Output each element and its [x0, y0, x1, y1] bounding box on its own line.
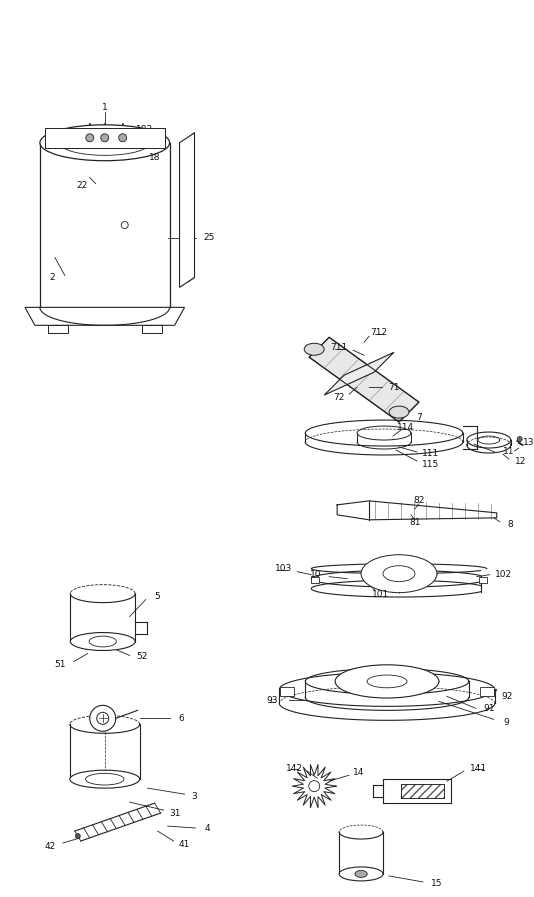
- Text: 9: 9: [504, 718, 509, 727]
- Text: 82: 82: [413, 496, 425, 505]
- Text: 8: 8: [508, 520, 514, 529]
- Circle shape: [309, 780, 320, 792]
- Text: 182: 182: [136, 126, 153, 135]
- Circle shape: [75, 833, 80, 839]
- Polygon shape: [337, 501, 497, 520]
- Text: 18: 18: [149, 153, 160, 162]
- Text: 115: 115: [422, 460, 439, 469]
- Text: 12: 12: [515, 457, 527, 466]
- Text: 141: 141: [470, 763, 488, 772]
- Text: 103: 103: [274, 564, 292, 573]
- Polygon shape: [309, 337, 419, 422]
- Circle shape: [90, 705, 116, 731]
- Text: 92: 92: [501, 692, 513, 701]
- Circle shape: [101, 134, 109, 142]
- Text: 13: 13: [523, 438, 534, 447]
- Ellipse shape: [89, 636, 116, 647]
- Text: 2: 2: [49, 273, 54, 282]
- Text: 3: 3: [192, 792, 198, 801]
- Text: 41: 41: [179, 840, 190, 849]
- Ellipse shape: [40, 125, 170, 161]
- Circle shape: [121, 222, 128, 229]
- Text: 712: 712: [371, 327, 388, 336]
- Text: 71: 71: [388, 383, 400, 392]
- Circle shape: [86, 134, 94, 142]
- Ellipse shape: [361, 554, 437, 593]
- Ellipse shape: [304, 344, 324, 355]
- Polygon shape: [401, 784, 444, 798]
- Text: 5: 5: [155, 592, 161, 601]
- Polygon shape: [25, 308, 185, 326]
- Polygon shape: [383, 779, 451, 803]
- Polygon shape: [324, 353, 394, 396]
- Text: 181: 181: [136, 137, 153, 146]
- Bar: [45, 127, 164, 148]
- Ellipse shape: [389, 406, 409, 418]
- Text: 142: 142: [286, 763, 303, 772]
- Text: 6: 6: [179, 714, 184, 723]
- Text: 93: 93: [266, 696, 278, 705]
- Ellipse shape: [85, 773, 124, 785]
- Bar: [142, 326, 162, 334]
- Text: 91: 91: [483, 704, 494, 713]
- Text: 51: 51: [54, 660, 66, 669]
- Bar: [48, 326, 68, 334]
- Text: 72: 72: [333, 393, 345, 402]
- Bar: [280, 687, 294, 696]
- Text: 15: 15: [431, 879, 443, 888]
- Text: 4: 4: [205, 823, 210, 832]
- Bar: [480, 687, 494, 696]
- Circle shape: [119, 134, 127, 142]
- Text: 25: 25: [204, 233, 215, 242]
- Ellipse shape: [70, 632, 135, 650]
- Ellipse shape: [355, 870, 367, 877]
- Ellipse shape: [339, 867, 383, 881]
- Text: 42: 42: [44, 841, 56, 850]
- Text: 111: 111: [422, 449, 439, 458]
- Text: 7: 7: [416, 413, 422, 422]
- Ellipse shape: [70, 771, 140, 788]
- Text: 81: 81: [409, 518, 421, 527]
- Text: 22: 22: [76, 181, 88, 190]
- Bar: [479, 577, 487, 583]
- Text: 52: 52: [136, 652, 147, 661]
- Text: 10: 10: [310, 570, 321, 579]
- Text: 1: 1: [102, 103, 108, 112]
- Polygon shape: [179, 133, 194, 287]
- Text: 101: 101: [372, 590, 390, 599]
- Ellipse shape: [335, 665, 439, 698]
- Ellipse shape: [383, 566, 415, 581]
- Text: 114: 114: [397, 422, 414, 431]
- Text: 14: 14: [354, 768, 365, 777]
- Text: 31: 31: [169, 808, 180, 817]
- Circle shape: [517, 437, 522, 441]
- Text: 102: 102: [495, 570, 512, 579]
- Ellipse shape: [367, 675, 407, 688]
- Bar: [311, 577, 319, 583]
- Text: 711: 711: [331, 343, 348, 352]
- Text: 11: 11: [503, 448, 514, 457]
